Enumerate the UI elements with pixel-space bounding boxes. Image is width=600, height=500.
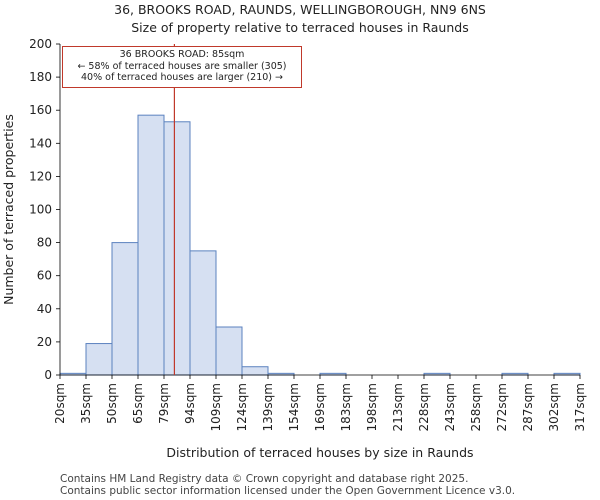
x-tick-label-20sqm: 20sqm <box>53 383 67 424</box>
x-tick-label-183sqm: 183sqm <box>339 383 353 431</box>
y-tick-label-140: 140 <box>29 136 52 150</box>
x-tick-label-124sqm: 124sqm <box>235 383 249 431</box>
x-tick-label-169sqm: 169sqm <box>313 383 327 431</box>
y-axis-label: Number of terraced properties <box>1 114 16 305</box>
footer-line-1: Contains HM Land Registry data © Crown c… <box>60 473 469 485</box>
x-tick-label-50sqm: 50sqm <box>105 383 119 424</box>
histogram-chart: 0 20 40 60 80 100 120 140 160 180 200 20sqm 35sqm 50s… <box>1 37 587 460</box>
x-tick-label-35sqm: 35sqm <box>79 383 93 424</box>
annotation-line-1: 36 BROOKS ROAD: 85sqm <box>119 49 245 60</box>
y-tick-label-0: 0 <box>44 368 52 382</box>
x-tick-label-302sqm: 302sqm <box>547 383 561 431</box>
x-tick-label-198sqm: 198sqm <box>365 383 379 431</box>
x-tick-label-79sqm: 79sqm <box>157 383 171 424</box>
x-tick-label-228sqm: 228sqm <box>417 383 431 431</box>
bar-65sqm <box>137 114 165 376</box>
bar-50sqm <box>111 242 139 376</box>
annotation-line-2: ← 58% of terraced houses are smaller (30… <box>77 60 287 72</box>
x-tick-label-94sqm: 94sqm <box>183 383 197 424</box>
x-tick-label-139sqm: 139sqm <box>261 383 275 431</box>
x-tick-label-287sqm: 287sqm <box>521 383 535 431</box>
x-axis-label: Distribution of terraced houses by size … <box>166 445 473 460</box>
chart-subtitle: Size of property relative to terraced ho… <box>131 20 469 35</box>
y-tick-label-60: 60 <box>37 269 52 283</box>
y-tick-label-120: 120 <box>29 169 52 183</box>
bar-94sqm <box>189 250 217 376</box>
x-tick-label-243sqm: 243sqm <box>443 383 457 431</box>
bar-79sqm <box>163 121 191 376</box>
x-tick-label-272sqm: 272sqm <box>495 383 509 431</box>
x-tick-label-258sqm: 258sqm <box>469 383 483 431</box>
x-tick-label-213sqm: 213sqm <box>391 383 405 431</box>
property-annotation-box: 36 BROOKS ROAD: 85sqm ← 58% of terraced … <box>62 46 302 88</box>
x-tick-label-109sqm: 109sqm <box>209 383 223 431</box>
annotation-line-3: 40% of terraced houses are larger (210) … <box>81 72 283 83</box>
y-tick-label-160: 160 <box>29 103 52 117</box>
x-tick-label-154sqm: 154sqm <box>287 383 301 431</box>
x-tick-label-65sqm: 65sqm <box>131 383 145 424</box>
y-tick-label-100: 100 <box>29 203 52 217</box>
bar-35sqm <box>85 343 113 376</box>
y-tick-label-80: 80 <box>37 236 52 250</box>
footer-line-2: Contains public sector information licen… <box>60 485 516 497</box>
y-tick-label-200: 200 <box>29 37 52 51</box>
bar-124sqm <box>241 366 269 376</box>
y-tick-label-20: 20 <box>37 335 52 349</box>
x-tick-label-317sqm: 317sqm <box>573 383 587 431</box>
y-tick-label-40: 40 <box>37 302 52 316</box>
y-tick-label-180: 180 <box>29 70 52 84</box>
chart-title: 36, BROOKS ROAD, RAUNDS, WELLINGBOROUGH,… <box>114 2 486 17</box>
bar-109sqm <box>215 326 243 376</box>
